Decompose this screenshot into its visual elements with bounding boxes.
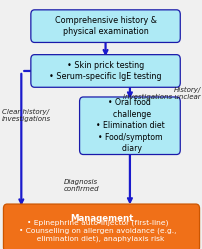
Text: Diagnosis
confirmed: Diagnosis confirmed xyxy=(63,179,99,192)
Text: Management: Management xyxy=(69,214,133,223)
Text: Comprehensive history &
physical examination: Comprehensive history & physical examina… xyxy=(54,16,156,36)
FancyBboxPatch shape xyxy=(3,204,199,249)
FancyBboxPatch shape xyxy=(31,10,179,42)
Text: • Epinephrine auto-injector (first-line)
• Counselling on allergen avoidance (e.: • Epinephrine auto-injector (first-line)… xyxy=(19,219,176,243)
FancyBboxPatch shape xyxy=(79,97,179,154)
Text: History/
investigations unclear: History/ investigations unclear xyxy=(123,87,200,100)
Text: • Skin prick testing
• Serum-specific IgE testing: • Skin prick testing • Serum-specific Ig… xyxy=(49,61,161,81)
Text: Clear history/
investigations: Clear history/ investigations xyxy=(2,109,51,123)
Text: • Oral food
  challenge
• Elimination diet
• Food/symptom
  diary: • Oral food challenge • Elimination diet… xyxy=(95,98,163,153)
FancyBboxPatch shape xyxy=(31,55,179,87)
